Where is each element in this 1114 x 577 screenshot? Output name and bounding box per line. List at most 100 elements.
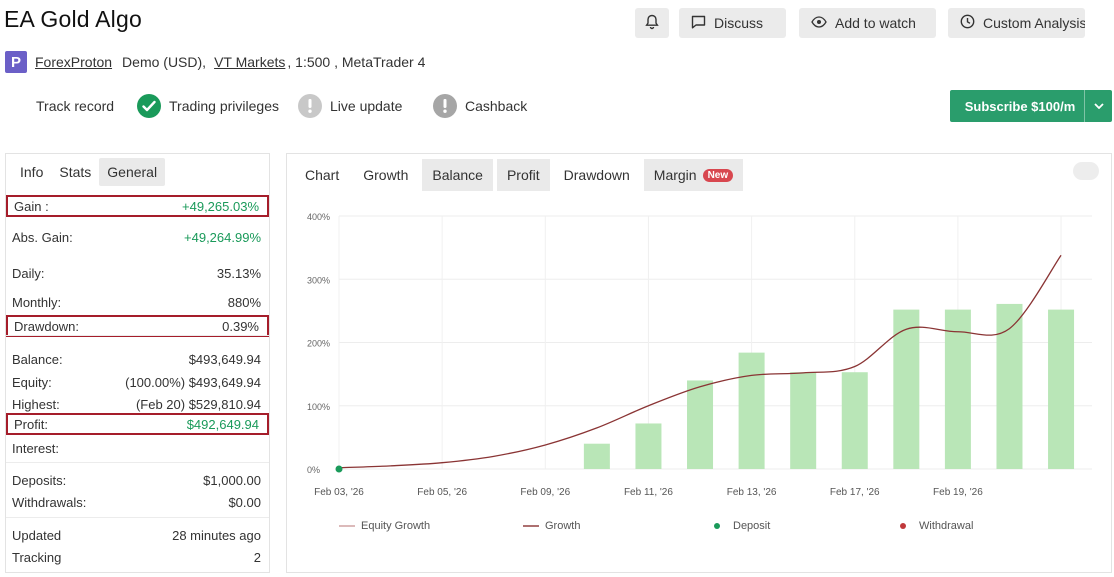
stat-label: Equity:	[12, 374, 52, 390]
bar	[583, 443, 610, 469]
bar	[790, 372, 817, 469]
tab-label: Drawdown	[563, 167, 630, 183]
broker-link[interactable]: ForexProton	[35, 54, 113, 70]
broker-logo-icon: P	[5, 51, 27, 73]
y-tick-label: 100%	[307, 402, 330, 412]
tab-general[interactable]: General	[99, 158, 166, 186]
bar	[893, 309, 920, 469]
tab-profit[interactable]: Profit	[496, 159, 550, 191]
chart-options-toggle[interactable]	[1073, 162, 1099, 180]
x-tick-label: Feb 09, '26	[520, 487, 570, 498]
legend-line-swatch	[339, 525, 355, 527]
stat-label: Abs. Gain:	[12, 229, 73, 245]
legend-equity-growth[interactable]: Equity Growth	[339, 519, 430, 533]
stat-row: Balance: $493,649.94	[6, 348, 269, 370]
bar	[944, 309, 971, 469]
tab-chart[interactable]: Chart	[295, 159, 349, 191]
tab-margin[interactable]: Margin New	[643, 159, 744, 191]
deposit-point	[335, 465, 343, 473]
growth-chart: 0% 100% 200% 300% 400% Feb 03, '26 Feb 05, '26…	[307, 212, 1092, 498]
notification-button[interactable]	[635, 8, 669, 38]
stat-label: Drawdown:	[14, 318, 80, 334]
discuss-button[interactable]: Discuss	[679, 8, 786, 38]
exclamation-icon	[433, 94, 457, 118]
legend-label: Equity Growth	[361, 520, 431, 532]
legend-dot-swatch	[714, 523, 720, 529]
check-icon	[137, 94, 161, 118]
stat-label: Interest:	[12, 440, 59, 456]
subscribe-button[interactable]: Subscribe $100/m	[950, 90, 1112, 122]
stat-row: Withdrawals: $0.00	[6, 491, 269, 513]
x-tick-label: Feb 19, '26	[933, 487, 983, 498]
tab-stats[interactable]: Stats	[59, 164, 92, 180]
legend-deposit[interactable]: Deposit	[713, 519, 770, 533]
divider	[6, 517, 269, 518]
tab-label: Growth	[363, 167, 409, 183]
stat-row: Abs. Gain: +49,264.99%	[6, 226, 269, 248]
stat-value: (Feb 20) $529,810.94	[135, 396, 261, 412]
cashback-badge: Cashback	[433, 92, 527, 120]
legend-withdrawal[interactable]: Withdrawal	[899, 519, 973, 533]
x-tick-label: Feb 05, '26	[417, 487, 467, 498]
stat-value: (100.00%) $493,649.94	[125, 374, 261, 390]
stat-label: Balance:	[12, 351, 63, 367]
stat-label: Profit:	[14, 416, 48, 432]
bar	[1048, 309, 1075, 469]
custom-analysis-button[interactable]: Custom Analysis	[948, 8, 1085, 38]
stat-row: Monthly: 880%	[6, 291, 269, 313]
add-to-watch-label: Add to watch	[835, 15, 916, 31]
bar	[841, 372, 868, 469]
custom-analysis-label: Custom Analysis	[983, 15, 1085, 31]
bar	[687, 380, 714, 469]
tab-growth[interactable]: Growth	[353, 159, 418, 191]
stat-value: $0.00	[228, 494, 261, 510]
tab-drawdown[interactable]: Drawdown	[554, 159, 640, 191]
legend-line-swatch	[523, 525, 539, 527]
stat-label: Highest:	[12, 396, 60, 412]
server-link[interactable]: VT Markets	[214, 54, 286, 70]
account-type: Demo (USD),	[122, 54, 207, 70]
y-tick-label: 400%	[307, 212, 330, 222]
legend-growth[interactable]: Growth	[523, 519, 580, 533]
x-tick-label: Feb 03, '26	[314, 487, 364, 498]
stat-label: Gain :	[14, 198, 49, 214]
tab-label: Balance	[432, 167, 483, 183]
stat-row: Interest:	[6, 437, 269, 459]
legend-dot-swatch	[900, 523, 906, 529]
subscribe-label: Subscribe $100/m	[964, 98, 1076, 114]
account-details: , 1:500 , MetaTrader 4	[287, 54, 426, 70]
stat-label: Monthly:	[12, 294, 62, 310]
stat-value: 35.13%	[216, 265, 261, 281]
live-update-label: Live update	[330, 98, 403, 114]
track-record-label: Track record	[36, 98, 115, 114]
x-tick-label: Feb 13, '26	[727, 487, 777, 498]
add-to-watch-button[interactable]: Add to watch	[799, 8, 936, 38]
stat-row: Deposits: $1,000.00	[6, 469, 269, 491]
stat-value: 0.39%	[222, 318, 259, 334]
tab-balance[interactable]: Balance	[422, 159, 493, 191]
cashback-label: Cashback	[465, 98, 528, 114]
page-title: EA Gold Algo	[4, 6, 142, 32]
legend-label: Deposit	[733, 520, 771, 532]
stat-value: $493,649.94	[188, 351, 261, 367]
stat-value: 2	[253, 549, 261, 565]
y-tick-label: 0%	[307, 465, 320, 475]
track-record-badge: Track record	[36, 92, 114, 120]
chevron-down-icon[interactable]	[1084, 90, 1112, 122]
stat-label: Updated	[12, 527, 62, 543]
exclamation-icon	[298, 94, 322, 118]
y-tick-label: 300%	[307, 275, 330, 285]
live-update-badge: Live update	[298, 92, 402, 120]
verification-badges: Track record Trading privileges Live upd…	[0, 92, 600, 120]
stat-row: Profit: $492,649.94	[6, 413, 269, 435]
eye-icon	[811, 15, 827, 31]
stat-row: Gain : +49,265.03%	[6, 195, 269, 217]
x-tick-label: Feb 11, '26	[624, 487, 673, 498]
stat-label: Withdrawals:	[12, 494, 87, 510]
stat-value: +49,265.03%	[182, 198, 259, 214]
stat-label: Tracking	[12, 549, 62, 565]
stat-row: Drawdown: 0.39%	[6, 315, 269, 337]
tab-info[interactable]: Info	[20, 164, 44, 180]
stat-row: Equity: (100.00%) $493,649.94	[6, 371, 269, 393]
divider	[6, 335, 269, 336]
